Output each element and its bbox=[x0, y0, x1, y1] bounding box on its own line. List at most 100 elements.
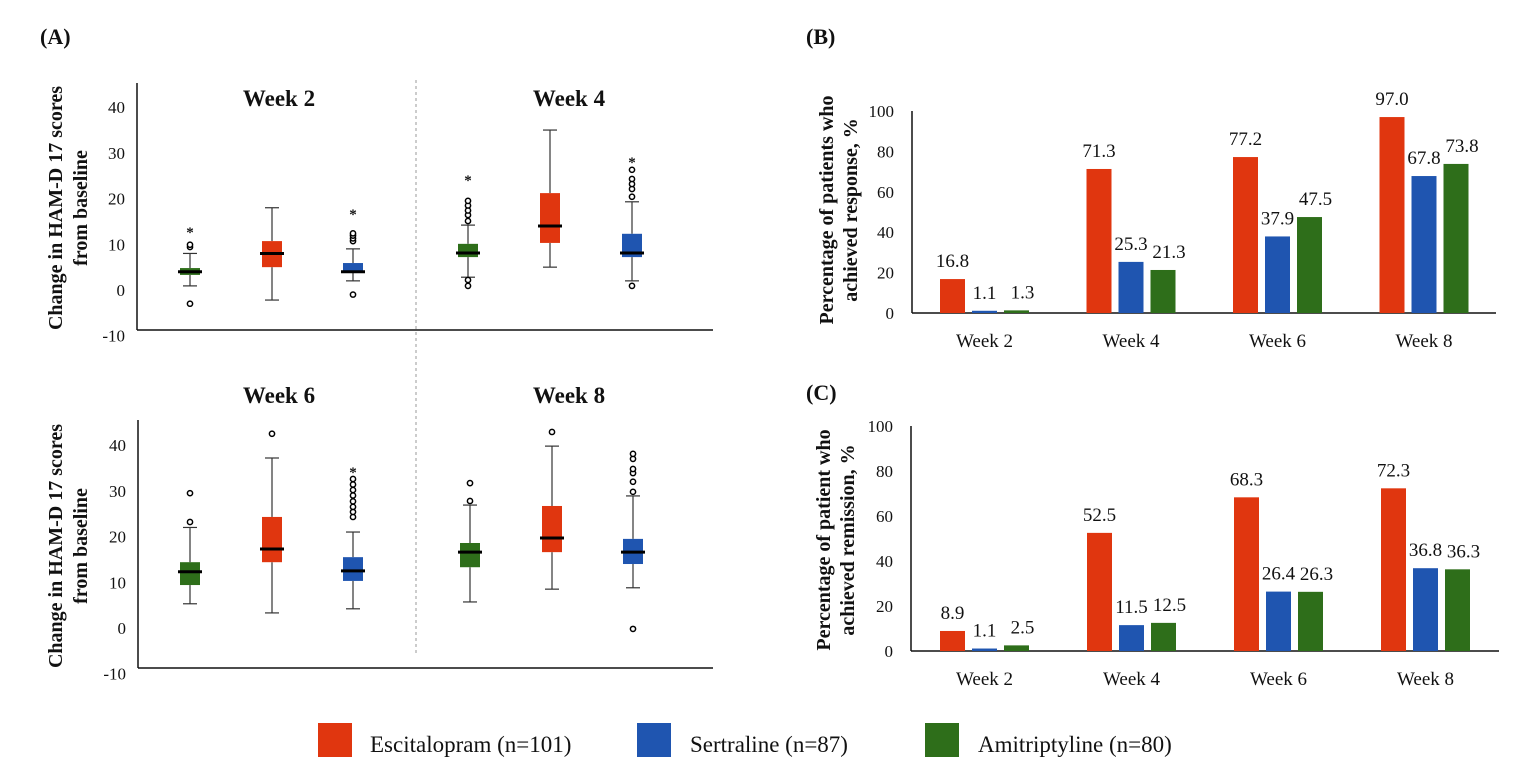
boxplot-sertraline bbox=[621, 450, 645, 633]
boxplot-group-week-2: ** bbox=[178, 207, 365, 308]
bar-escitalopram-week-4 bbox=[1087, 532, 1112, 651]
legend-label-amitriptyline: Amitriptyline (n=80) bbox=[978, 732, 1172, 757]
bar-amitriptyline-week-2 bbox=[1004, 645, 1029, 651]
boxplot-amitriptyline bbox=[458, 479, 482, 603]
bar-sertraline-week-2 bbox=[972, 648, 997, 651]
box-iqr bbox=[262, 516, 282, 563]
data-label: 12.5 bbox=[1153, 595, 1186, 616]
legend-label-escitalopram: Escitalopram (n=101) bbox=[370, 732, 571, 757]
panel-b-ylabel-line1: Percentage of patients who bbox=[816, 95, 838, 324]
box-iqr bbox=[343, 263, 363, 272]
boxplot-group-week-6: * bbox=[178, 430, 365, 614]
boxplot-group-week-8 bbox=[458, 428, 645, 633]
data-label: 16.8 bbox=[936, 251, 969, 272]
bar-amitriptyline-week-4 bbox=[1150, 269, 1176, 313]
bar-sertraline-week-4 bbox=[1119, 625, 1144, 651]
bar-sertraline-week-8 bbox=[1413, 568, 1438, 651]
ytick-label: 20 bbox=[108, 190, 125, 209]
bar-escitalopram-week-6 bbox=[1233, 157, 1258, 313]
bar-amitriptyline-week-8 bbox=[1445, 569, 1470, 651]
data-label: 1.1 bbox=[973, 283, 997, 304]
data-label: 21.3 bbox=[1152, 242, 1185, 263]
legend-swatch-amitriptyline bbox=[925, 723, 959, 757]
boxplot-group-week-4: ** bbox=[456, 129, 644, 290]
data-label: 52.5 bbox=[1083, 505, 1116, 526]
ytick-label: 60 bbox=[876, 507, 893, 526]
panel-a-top-ylabel-line2: from baseline bbox=[70, 150, 92, 266]
panel-a-top-ylabel-line1: Change in HAM-D 17 scores bbox=[45, 86, 67, 330]
data-label: 1.1 bbox=[973, 621, 997, 642]
bar-escitalopram-week-6 bbox=[1234, 497, 1259, 651]
box-iqr bbox=[542, 505, 562, 553]
bar-amitriptyline-week-4 bbox=[1151, 622, 1176, 651]
bar-escitalopram-week-8 bbox=[1379, 117, 1405, 313]
box-iqr bbox=[180, 562, 200, 586]
ytick-label: -10 bbox=[102, 327, 125, 346]
panel-c-bars: 0 20 40 60 80 100 8.9 1.1 2.5 Week 2 52.5 11.5 12.5 W… bbox=[868, 417, 1481, 690]
data-label: 97.0 bbox=[1375, 89, 1408, 110]
outlier-point bbox=[629, 465, 637, 473]
outlier-point bbox=[628, 282, 636, 290]
panel-c-label: (C) bbox=[806, 380, 837, 405]
data-label: 36.3 bbox=[1447, 541, 1480, 562]
panel-b-ylabel-line2: achieved response, % bbox=[840, 118, 862, 302]
outlier-point bbox=[548, 428, 556, 436]
extreme-outlier-star: * bbox=[349, 465, 357, 481]
bar-sertraline-week-8 bbox=[1411, 176, 1437, 313]
data-label: 2.5 bbox=[1011, 617, 1035, 638]
xtick-label-week-8: Week 8 bbox=[1397, 669, 1454, 690]
ytick-label: 10 bbox=[109, 573, 126, 592]
outlier-point bbox=[464, 217, 472, 225]
data-label: 37.9 bbox=[1261, 208, 1294, 229]
ytick-label: 0 bbox=[885, 642, 894, 661]
data-label: 1.3 bbox=[1011, 282, 1035, 303]
data-label: 71.3 bbox=[1082, 141, 1115, 162]
bar-escitalopram-week-2 bbox=[940, 279, 965, 313]
bar-escitalopram-week-4 bbox=[1086, 168, 1112, 313]
box-iqr bbox=[460, 542, 480, 568]
ytick-label: 80 bbox=[876, 462, 893, 481]
panel-a-bottom-ylabel-line2: from baseline bbox=[70, 488, 92, 604]
subplot-title-week8: Week 8 bbox=[533, 383, 605, 408]
subplot-title-week4: Week 4 bbox=[533, 86, 606, 111]
ytick-label: 100 bbox=[869, 102, 895, 121]
data-label: 26.4 bbox=[1262, 564, 1296, 585]
xtick-label-week-2: Week 2 bbox=[956, 669, 1013, 690]
outlier-point bbox=[628, 175, 636, 183]
outlier-point bbox=[349, 503, 357, 511]
ytick-label: 40 bbox=[876, 552, 893, 571]
extreme-outlier-star: * bbox=[349, 207, 357, 223]
outlier-point bbox=[628, 166, 636, 174]
outlier-point bbox=[186, 518, 194, 526]
boxplot-amitriptyline bbox=[178, 489, 202, 605]
legend-label-sertraline: Sertraline (n=87) bbox=[690, 732, 848, 757]
ytick-label: 20 bbox=[877, 264, 894, 283]
bar-amitriptyline-week-2 bbox=[1004, 310, 1029, 313]
ytick-label: 0 bbox=[117, 281, 126, 300]
legend-swatch-escitalopram bbox=[318, 723, 352, 757]
xtick-label-week-4: Week 4 bbox=[1103, 669, 1161, 690]
outlier-point bbox=[349, 229, 357, 237]
ytick-label: 10 bbox=[108, 235, 125, 254]
bar-escitalopram-week-8 bbox=[1381, 488, 1406, 651]
xtick-label-week-2: Week 2 bbox=[956, 331, 1013, 352]
panel-b-bars: 0 20 40 60 80 100 16.81.1 1.3 Week 2 71.3 25.3 21.3… bbox=[869, 89, 1479, 352]
panel-a-top-yticks: -10 0 10 20 30 40 bbox=[102, 98, 125, 346]
bar-sertraline-week-4 bbox=[1118, 261, 1144, 313]
outlier-point bbox=[466, 497, 474, 505]
data-label: 8.9 bbox=[941, 603, 965, 624]
outlier-point bbox=[629, 450, 637, 458]
ytick-label: 30 bbox=[109, 482, 126, 501]
xtick-label-week-6: Week 6 bbox=[1249, 331, 1306, 352]
data-label: 77.2 bbox=[1229, 129, 1262, 150]
ytick-label: 30 bbox=[108, 144, 125, 163]
ytick-label: 60 bbox=[877, 183, 894, 202]
boxplot-escitalopram bbox=[540, 428, 564, 590]
extreme-outlier-star: * bbox=[464, 173, 472, 189]
data-label: 67.8 bbox=[1407, 148, 1440, 169]
outlier-point bbox=[349, 498, 357, 505]
outlier-point bbox=[186, 489, 194, 497]
boxplot-sertraline: * bbox=[341, 465, 365, 610]
